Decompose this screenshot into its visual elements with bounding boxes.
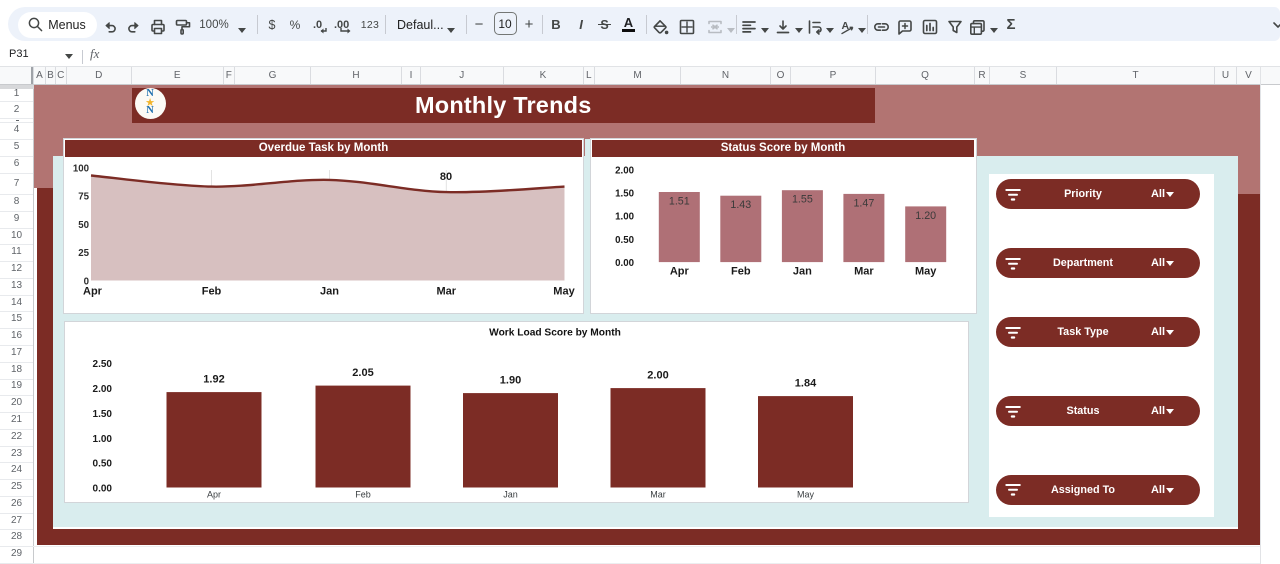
svg-text:0.00: 0.00 xyxy=(93,484,113,495)
svg-text:1.51: 1.51 xyxy=(669,196,690,208)
svg-text:Mar: Mar xyxy=(437,286,457,298)
svg-text:1.20: 1.20 xyxy=(915,210,936,222)
svg-text:75: 75 xyxy=(78,192,89,203)
svg-text:May: May xyxy=(553,286,575,298)
svg-text:0.00: 0.00 xyxy=(615,258,634,269)
svg-text:1.90: 1.90 xyxy=(500,375,521,387)
svg-text:Jan: Jan xyxy=(793,266,812,278)
svg-text:1.92: 1.92 xyxy=(203,374,224,386)
svg-text:Apr: Apr xyxy=(83,286,103,298)
svg-text:1.43: 1.43 xyxy=(730,199,751,211)
svg-text:25: 25 xyxy=(78,248,89,259)
svg-text:Apr: Apr xyxy=(670,266,690,278)
svg-text:Jan: Jan xyxy=(503,490,518,500)
svg-text:Mar: Mar xyxy=(650,490,666,500)
svg-text:0.50: 0.50 xyxy=(615,235,634,246)
svg-text:2.00: 2.00 xyxy=(615,165,634,176)
svg-text:2.00: 2.00 xyxy=(647,370,668,382)
svg-text:1.00: 1.00 xyxy=(615,212,634,223)
svg-text:May: May xyxy=(797,490,815,500)
svg-text:Jan: Jan xyxy=(320,286,339,298)
svg-text:Feb: Feb xyxy=(355,490,371,500)
svg-text:100: 100 xyxy=(73,163,89,174)
svg-text:Apr: Apr xyxy=(207,490,221,500)
svg-text:Mar: Mar xyxy=(854,266,874,278)
svg-text:1.47: 1.47 xyxy=(853,197,874,209)
svg-text:0.50: 0.50 xyxy=(93,459,113,470)
svg-text:1.50: 1.50 xyxy=(93,409,113,420)
svg-text:2.00: 2.00 xyxy=(93,384,113,395)
svg-text:1.50: 1.50 xyxy=(615,189,634,200)
svg-text:1.84: 1.84 xyxy=(795,378,817,390)
svg-text:May: May xyxy=(915,266,937,278)
svg-text:2.50: 2.50 xyxy=(93,359,113,370)
svg-text:1.00: 1.00 xyxy=(93,434,113,445)
svg-text:Feb: Feb xyxy=(731,266,751,278)
svg-text:.0: .0 xyxy=(313,19,322,31)
svg-text:A: A xyxy=(842,20,850,32)
svg-text:80: 80 xyxy=(440,171,452,183)
svg-text:0: 0 xyxy=(84,276,89,287)
svg-text:50: 50 xyxy=(78,220,89,231)
svg-text:.00: .00 xyxy=(334,19,349,31)
svg-text:1.55: 1.55 xyxy=(792,194,813,206)
svg-text:2.05: 2.05 xyxy=(352,367,373,379)
svg-text:Work Load Score by Month: Work Load Score by Month xyxy=(489,328,621,339)
svg-text:Feb: Feb xyxy=(202,286,222,298)
